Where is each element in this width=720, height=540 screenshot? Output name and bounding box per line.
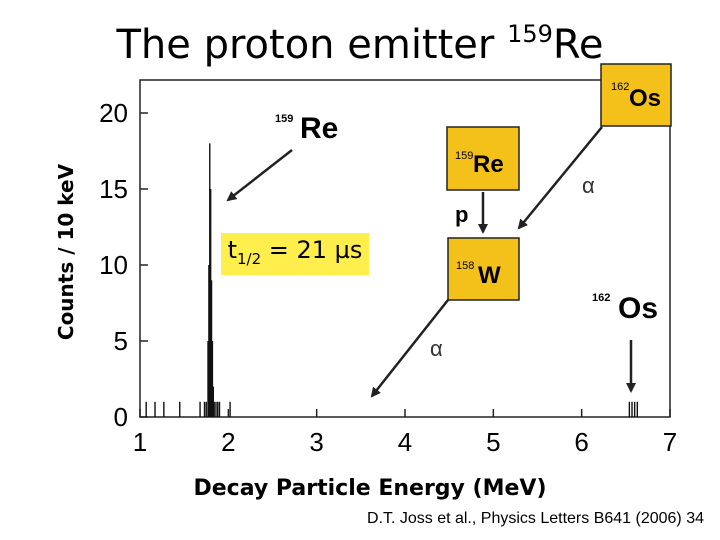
y-tick-label: 0 — [114, 402, 128, 432]
y-tick-label: 10 — [99, 250, 128, 280]
y-ticks: 0 5 10 15 20 — [99, 98, 148, 432]
alpha-decay-arrow-os-to-re — [517, 126, 603, 230]
x-ticks: 1 2 3 4 5 6 7 — [133, 409, 677, 457]
y-tick-label: 15 — [99, 174, 128, 204]
citation: D.T. Joss et al., Physics Letters B641 (… — [366, 510, 704, 527]
title-text: The proton emitter — [116, 22, 508, 68]
nucleus-os162-symbol: Os — [629, 85, 661, 112]
plot-frame — [139, 79, 671, 418]
half-life-symbol: t — [227, 236, 237, 264]
slide-title: The proton emitter 159Re — [0, 20, 720, 73]
alpha-decay-arrow-w — [370, 299, 449, 398]
nucleus-os162-mass: 162 — [611, 81, 629, 93]
proton-label: p — [455, 202, 468, 227]
annotation-os162-mass: 162 — [592, 292, 610, 304]
half-life-text: t1/2 = 21 µs — [221, 236, 369, 268]
x-tick-label: 6 — [574, 427, 588, 457]
half-life-subscript: 1/2 — [236, 249, 262, 268]
nucleus-w158-symbol: W — [478, 262, 501, 289]
x-tick-label: 5 — [486, 427, 500, 457]
nucleus-box-re159 — [446, 126, 520, 191]
alpha-label-1: α — [582, 173, 595, 198]
spectrum-bars — [145, 143, 639, 417]
y-tick-label: 5 — [114, 326, 128, 356]
nucleus-w158-mass: 158 — [456, 260, 474, 272]
x-axis-label: Decay Particle Energy (MeV) — [193, 476, 547, 501]
x-tick-label: 7 — [663, 427, 677, 457]
x-tick-label: 2 — [221, 427, 235, 457]
nucleus-re159-mass: 159 — [455, 150, 473, 162]
y-tick-label: 20 — [99, 98, 128, 128]
annotation-os162-symbol: Os — [618, 292, 658, 325]
title-mass-number: 159 — [507, 20, 553, 48]
annotation-re159-mass: 159 — [275, 113, 293, 125]
nucleus-box-w158 — [447, 237, 520, 301]
nucleus-box-os162 — [600, 63, 672, 127]
x-tick-label: 4 — [398, 427, 412, 457]
x-tick-label: 1 — [133, 427, 147, 457]
half-life-value: = 21 µs — [261, 236, 363, 264]
annotation-re159-arrow — [226, 149, 293, 202]
x-tick-label: 3 — [309, 427, 323, 457]
title-element: Re — [552, 22, 604, 68]
alpha-label-2: α — [430, 336, 443, 361]
annotation-re159-symbol: Re — [300, 112, 338, 145]
nucleus-re159-symbol: Re — [473, 151, 504, 178]
half-life-box — [221, 233, 369, 275]
